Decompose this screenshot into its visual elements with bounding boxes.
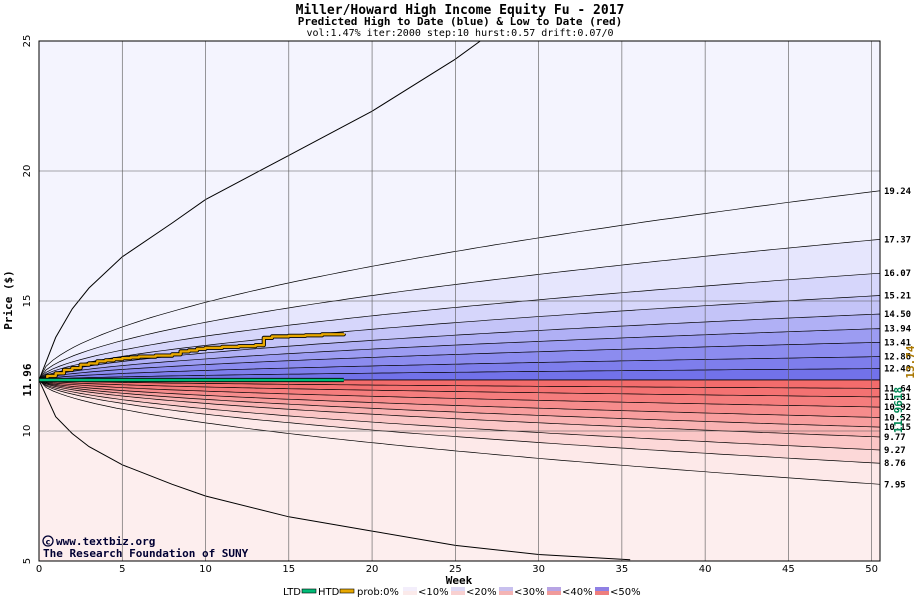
probability-bands (38, 40, 881, 561)
upper-band-label-1: 12.86 (884, 353, 911, 363)
legend-swatch-lower-4 (595, 591, 609, 595)
y-tick-5: 5 (22, 558, 33, 564)
legend-prob-label: prob:0% (357, 587, 399, 598)
copyright-glyph: c (46, 538, 51, 547)
legend-swatch-lower-1 (451, 591, 465, 595)
plot-frame (38, 40, 881, 562)
y-tick-20: 20 (22, 165, 33, 178)
upper-band-label-7: 17.37 (884, 235, 911, 245)
lower-band-label-2: 10.92 (884, 403, 911, 413)
legend-swatch-lower-2 (499, 591, 513, 595)
upper-band-label-4: 14.50 (884, 310, 911, 320)
legend-ltd-label: LTD (283, 587, 301, 598)
legend-swatch-upper-1 (451, 587, 465, 591)
legend-swatch-upper-0 (403, 587, 417, 591)
x-tick-35: 35 (616, 564, 629, 575)
legend-item-2: <30% (514, 587, 545, 598)
axes (38, 40, 881, 562)
lower-band-label-0: 11.64 (884, 384, 912, 394)
x-tick-50: 50 (865, 564, 878, 575)
series-lines (39, 332, 346, 383)
y-tick-10: 10 (22, 425, 33, 438)
upper-band-label-6: 16.07 (884, 269, 911, 279)
lower-band-label-6: 9.27 (884, 446, 906, 456)
upper-band-label-3: 13.94 (884, 325, 912, 335)
legend-ltd-swatch (301, 588, 317, 594)
x-tick-10: 10 (199, 564, 212, 575)
y-tick-25: 25 (22, 35, 33, 48)
lower-band-label-1: 11.31 (884, 393, 911, 403)
lower-band-label-5: 9.77 (884, 433, 906, 443)
lower-band-label-8: 7.95 (884, 480, 906, 490)
x-tick-30: 30 (532, 564, 545, 575)
y-axis-label: Price ($) (2, 270, 15, 330)
x-axis-label: Week (446, 574, 473, 587)
x-tick-20: 20 (366, 564, 379, 575)
legend-swatch-upper-3 (547, 587, 561, 591)
htd-value-label: 13.74 (904, 345, 917, 378)
legend-htd-label: HTD (318, 587, 340, 598)
upper-band-label-0: 12.40 (884, 365, 911, 375)
y-tick-15: 15 (22, 295, 33, 308)
band-end-labels: 12.40 12.86 13.41 13.94 14.50 15.21 16.07 17.37… (884, 187, 912, 491)
credit-org: The Research Foundation of SUNY (43, 547, 249, 560)
legend-item-0: <10% (418, 587, 449, 598)
lower-band-label-7: 8.76 (884, 459, 906, 469)
lower-band-label-3: 10.52 (884, 413, 911, 423)
legend: LTD HTD prob:0% <10% <20% <30% <40% <50% (283, 587, 641, 598)
legend-item-3: <40% (562, 587, 593, 598)
ltd-value-label: 11.9618 (892, 387, 905, 433)
credits: c www.textbiz.org The Research Foundatio… (42, 535, 249, 560)
series-htd-line (39, 333, 345, 382)
x-tick-25: 25 (449, 564, 462, 575)
upper-band-label-5: 15.21 (884, 292, 911, 302)
upper-band-line-0 (38, 368, 881, 381)
x-tick-40: 40 (699, 564, 712, 575)
legend-swatch-upper-4 (595, 587, 609, 591)
x-tick-45: 45 (782, 564, 795, 575)
legend-swatch-lower-0 (403, 591, 417, 595)
legend-htd-swatch (339, 588, 355, 594)
x-tick-5: 5 (119, 564, 125, 575)
credit-site: www.textbiz.org (56, 535, 155, 548)
x-tick-0: 0 (36, 564, 42, 575)
copyright-icon (42, 535, 54, 547)
lower-band-label-4: 10.15 (884, 423, 911, 433)
chart-params: vol:1.47% iter:2000 step:10 hurst:0.57 d… (306, 28, 613, 39)
chart-title: Miller/Howard High Income Equity Fu - 20… (296, 3, 625, 18)
x-tick-15: 15 (282, 564, 295, 575)
upper-band-label-8: 19.24 (884, 187, 912, 197)
upper-band-label-2: 13.41 (884, 338, 911, 348)
chart-subtitle: Predicted High to Date (blue) & Low to D… (298, 15, 623, 28)
legend-swatch-upper-2 (499, 587, 513, 591)
upper-envelope-line (38, 40, 481, 381)
start-price-label: 11.96 (21, 363, 34, 396)
legend-item-4: <50% (610, 587, 641, 598)
legend-item-1: <20% (466, 587, 497, 598)
legend-swatch-lower-3 (547, 591, 561, 595)
